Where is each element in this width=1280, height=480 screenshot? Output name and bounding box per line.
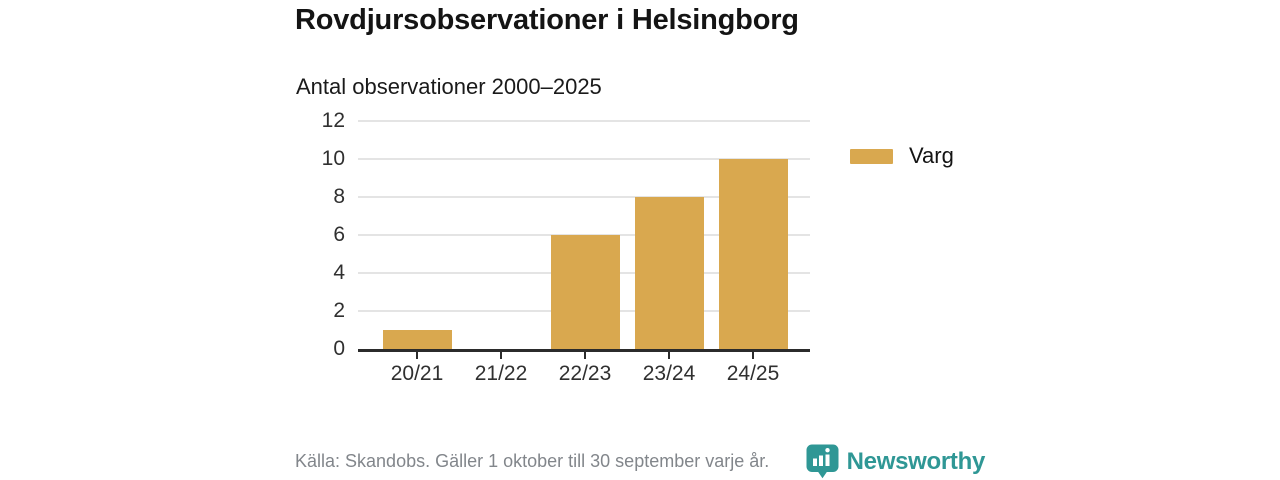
chart-subtitle: Antal observationer 2000–2025 [296,74,602,99]
x-tick-label-22/23: 22/23 [558,362,612,385]
footer: Källa: Skandobs. Gäller 1 oktober till 3… [295,443,985,480]
y-tick-label-4: 4 [333,261,345,284]
gridline-y10 [358,158,810,160]
y-tick-label-8: 8 [333,185,345,208]
x-tick-20/21 [416,352,418,359]
x-tick-label-20/21: 20/21 [390,362,444,385]
x-tick-23/24 [668,352,670,359]
gridline-y8 [358,196,810,198]
y-tick-label-2: 2 [333,299,345,322]
bar-22/23 [550,235,620,349]
x-tick-label-23/24: 23/24 [642,362,696,385]
y-tick-label-10: 10 [321,147,345,170]
x-tick-21/22 [500,352,502,359]
newsworthy-logo[interactable]: Newsworthy [806,444,985,479]
source-note: Källa: Skandobs. Gäller 1 oktober till 3… [295,451,770,471]
x-tick-label-21/22: 21/22 [474,362,528,385]
infographic-content: Rovdjursobservationer i Helsingborg Anta… [295,0,985,480]
x-tick-22/23 [584,352,586,359]
bar-20/21 [382,330,452,349]
y-tick-label-0: 0 [333,337,345,360]
plot-area [358,120,810,352]
y-tick-label-12: 12 [321,109,345,132]
legend-label-varg: Varg [909,143,954,168]
newsworthy-wordmark: Newsworthy [846,447,986,475]
bar-chart: 0 2 4 6 8 10 12 Varg 20/21 21/22 22/23 23/24 24/25 [295,109,985,400]
x-tick-24/25 [752,352,754,359]
y-tick-label-6: 6 [333,223,345,246]
x-tick-label-24/25: 24/25 [726,362,780,385]
chart-title: Rovdjursobservationer i Helsingborg [295,4,799,36]
legend-swatch-varg [850,148,893,164]
bar-24/25 [718,159,788,349]
bar-23/24 [634,197,704,349]
legend: Varg [850,143,954,169]
y-axis-labels: 0 2 4 6 8 10 12 [295,109,345,400]
gridline-y12 [358,120,810,122]
newsworthy-bubble-chart-icon [806,444,839,479]
